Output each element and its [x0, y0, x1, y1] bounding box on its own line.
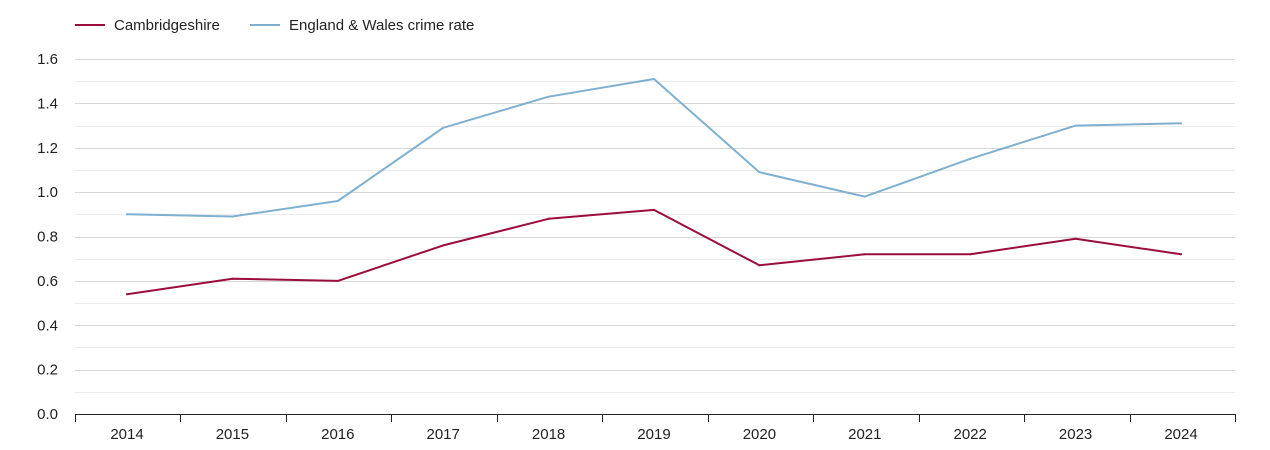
- series-lines: [126, 77, 1182, 296]
- x-tick-label: 2021: [848, 426, 881, 443]
- x-tick-label: 2014: [110, 426, 143, 443]
- y-tick-label: 1.0: [37, 184, 58, 201]
- y-tick-label: 1.4: [37, 95, 58, 112]
- x-axis: 2014 2015 2016 2017 2018 2019 2020 2021 2022 2023…: [75, 414, 1236, 443]
- data-point: [758, 264, 761, 267]
- data-point: [547, 95, 550, 98]
- data-point: [653, 208, 655, 211]
- x-tick-label: 2019: [637, 426, 670, 443]
- x-tick-label: 2015: [216, 426, 249, 443]
- x-tick-label: 2023: [1059, 426, 1092, 443]
- data-point: [653, 77, 655, 80]
- data-point: [231, 277, 234, 280]
- data-point: [863, 195, 866, 198]
- data-point: [969, 157, 972, 160]
- data-point: [969, 253, 972, 256]
- y-tick-label: 0.8: [37, 229, 58, 246]
- data-point: [1074, 237, 1077, 240]
- y-tick-label: 0.0: [37, 406, 58, 423]
- y-tick-label: 1.6: [37, 51, 58, 68]
- x-tick-label: 2022: [954, 426, 987, 443]
- data-point: [336, 200, 339, 202]
- data-point: [1074, 124, 1077, 127]
- x-tick-label: 2024: [1164, 426, 1197, 443]
- x-tick-label: 2018: [532, 426, 565, 443]
- data-point: [442, 126, 445, 129]
- data-point: [1180, 253, 1182, 256]
- x-tick-label: 2020: [743, 426, 776, 443]
- data-point: [126, 213, 128, 216]
- legend: Cambridgeshire England & Wales crime rate: [75, 17, 474, 34]
- gridlines: [75, 59, 1235, 393]
- y-tick-label: 1.2: [37, 140, 58, 157]
- data-point: [231, 215, 234, 218]
- series-line-england-wales: [126, 78, 1182, 218]
- data-point: [336, 279, 339, 282]
- x-tick-label: 2017: [427, 426, 460, 443]
- x-tick-label: 2016: [321, 426, 354, 443]
- data-point: [1180, 122, 1182, 125]
- legend-label: Cambridgeshire: [114, 17, 220, 34]
- data-point: [547, 217, 550, 220]
- data-point: [442, 244, 445, 247]
- legend-label: England & Wales crime rate: [289, 17, 474, 34]
- data-point: [863, 253, 866, 256]
- data-point: [126, 293, 128, 296]
- y-tick-label: 0.6: [37, 273, 58, 290]
- y-axis-ticks: 0.0 0.2 0.4 0.6 0.8 1.0 1.2 1.4 1.6: [37, 51, 58, 423]
- data-point: [758, 171, 761, 174]
- y-tick-label: 0.4: [37, 317, 58, 334]
- y-tick-label: 0.2: [37, 362, 58, 379]
